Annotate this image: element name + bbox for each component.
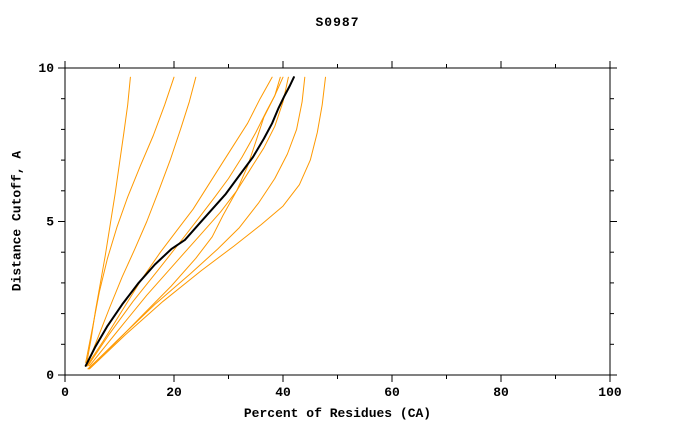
series-orange-2 bbox=[85, 76, 175, 364]
x-tick-label: 60 bbox=[384, 385, 400, 400]
y-tick-label: 10 bbox=[38, 61, 54, 76]
series-orange-5 bbox=[87, 76, 284, 367]
series-orange-4 bbox=[86, 76, 273, 367]
y-tick-label: 5 bbox=[46, 215, 54, 230]
y-tick-label: 0 bbox=[46, 368, 54, 383]
series-orange-3 bbox=[86, 76, 197, 367]
series-model-black bbox=[84, 76, 295, 367]
x-tick-label: 40 bbox=[275, 385, 291, 400]
series-orange-8 bbox=[89, 76, 326, 370]
x-tick-label: 0 bbox=[61, 385, 69, 400]
series-orange-7 bbox=[87, 76, 306, 370]
x-tick-label: 20 bbox=[166, 385, 182, 400]
x-axis-label: Percent of Residues (CA) bbox=[243, 406, 432, 421]
series-orange-6 bbox=[89, 76, 289, 367]
x-tick-label: 80 bbox=[493, 385, 509, 400]
series-orange-9 bbox=[87, 76, 281, 370]
x-tick-label: 100 bbox=[598, 385, 622, 400]
chart-title: S0987 bbox=[315, 15, 360, 30]
series-orange-1 bbox=[86, 76, 131, 364]
